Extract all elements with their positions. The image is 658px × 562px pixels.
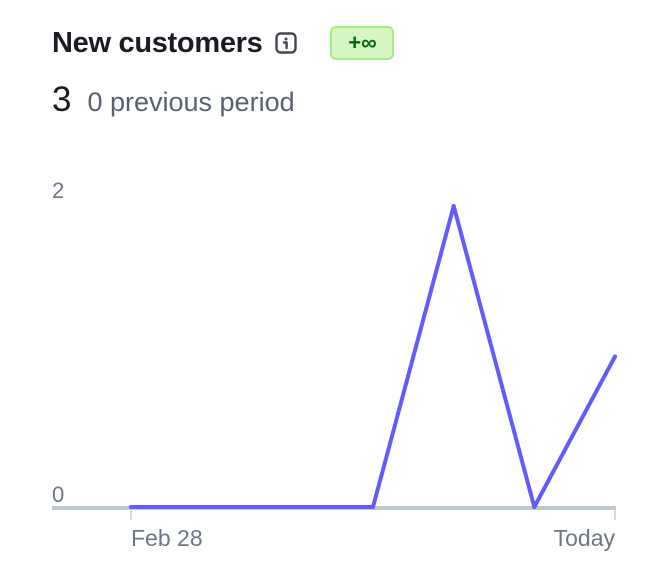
data-point [613,354,617,359]
summary-value: 3 [52,80,72,119]
x-tick-label-last: Today [554,525,616,551]
x-tick-label-first: Feb 28 [131,525,203,551]
previous-period-text: 0 previous period [87,87,295,117]
change-badge: +∞ [330,26,395,60]
y-tick-label-bottom: 0 [52,482,64,507]
data-point [371,505,375,509]
card-header: New customers +∞ [52,22,395,64]
data-point [451,204,456,208]
chart-title: New customers [52,26,263,59]
info-icon[interactable] [274,31,298,55]
series-line [129,204,617,509]
info-icon-glyph [275,32,298,54]
series-points [129,204,617,509]
summary: 3 0 previous period [52,80,295,120]
data-point [209,505,214,509]
data-point [129,505,133,509]
y-tick-label-top: 2 [52,178,64,203]
data-point [290,505,295,509]
data-point [532,505,537,509]
